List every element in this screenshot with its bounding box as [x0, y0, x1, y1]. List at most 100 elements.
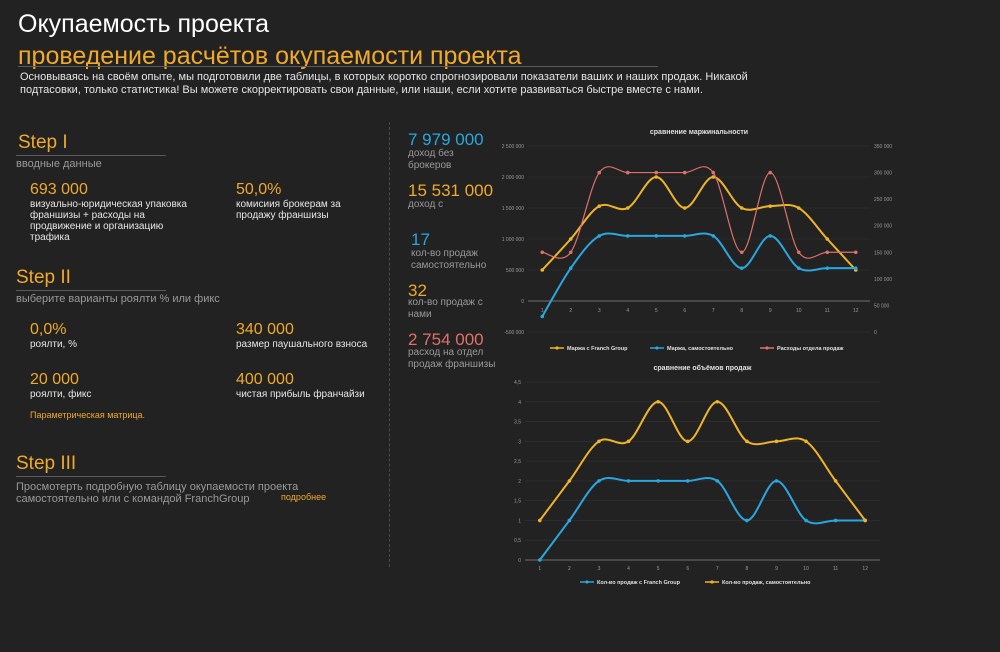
data-point	[597, 439, 601, 444]
y-tick-label: 0	[518, 558, 521, 564]
vertical-divider	[389, 122, 390, 567]
royalty-percent-label: роялти, %	[30, 339, 77, 350]
data-point	[774, 439, 779, 444]
y-tick-label: 3,5	[514, 420, 521, 426]
kpi-own-sales-value: 17	[411, 230, 430, 249]
y-tick-label: -500 000	[504, 330, 524, 336]
y-tick-label: 4,5	[514, 380, 521, 386]
x-tick-label: 1	[541, 308, 544, 314]
royalty-fixed-value[interactable]: 20 000	[30, 371, 79, 388]
data-point	[682, 206, 687, 210]
step2-caption: выберите варианты роялти % или фикс	[16, 293, 220, 305]
packaging-value[interactable]: 693 000	[30, 181, 88, 198]
data-point	[804, 439, 808, 444]
x-tick-label: 6	[686, 566, 689, 572]
y2-tick-label: 200 000	[874, 224, 892, 230]
legend-label: Кол-во продаж, самостоятельно	[722, 580, 811, 586]
legend-label: Маржа, самостоятельно	[667, 346, 734, 352]
lump-sum-value[interactable]: 340 000	[236, 321, 294, 338]
data-point	[685, 439, 690, 444]
data-point	[626, 479, 631, 483]
y2-tick-label: 300 000	[874, 171, 892, 177]
legend-marker	[765, 346, 769, 350]
x-tick-label: 8	[745, 566, 748, 572]
step1-title: Step I	[18, 132, 68, 153]
data-point	[863, 518, 868, 523]
x-tick-label: 4	[626, 308, 629, 314]
data-point	[711, 170, 716, 175]
y2-tick-label: 0	[874, 330, 877, 336]
x-tick-label: 12	[862, 566, 868, 572]
data-point	[739, 206, 744, 210]
data-point	[745, 518, 749, 523]
data-point	[833, 518, 838, 523]
data-point	[568, 250, 573, 255]
x-tick-label: 1	[538, 566, 541, 572]
legend-label: Маржа с Franch Group	[567, 346, 628, 352]
y-tick-label: 1,5	[514, 499, 521, 505]
y-tick-label: 2 500 000	[502, 144, 524, 150]
x-tick-label: 12	[853, 308, 859, 314]
data-point	[711, 234, 716, 238]
kpi-sales-dept-cost-value: 2 754 000	[408, 330, 484, 349]
details-link[interactable]: подробнее	[281, 492, 327, 502]
kpi-income-without-brokers-value: 7 979 000	[408, 130, 484, 149]
data-point	[774, 479, 779, 483]
step2-title: Step II	[16, 267, 71, 288]
data-point	[685, 479, 690, 483]
data-point	[796, 206, 801, 210]
kpi-sales-dept-cost-label: расход на отдел продаж франшизы	[408, 347, 496, 370]
data-point	[715, 479, 720, 483]
data-point	[739, 250, 744, 255]
kpi-income-with-label: доход с	[408, 199, 444, 210]
data-point	[715, 399, 720, 404]
data-point	[597, 234, 602, 238]
x-tick-label: 11	[833, 566, 838, 572]
packaging-label: визуально-юридическая упаковка франшизы …	[30, 199, 187, 243]
data-point	[739, 266, 744, 270]
lump-sum-label: размер паушального взноса	[236, 339, 368, 350]
x-tick-label: 9	[769, 308, 772, 314]
data-point	[537, 518, 542, 523]
series-line-1	[541, 175, 857, 271]
kpi-income-with-value: 15 531 000	[408, 181, 494, 200]
data-point	[540, 250, 545, 255]
y2-tick-label: 100 000	[874, 277, 892, 283]
royalty-percent-value[interactable]: 0,0%	[30, 321, 67, 338]
data-point	[682, 170, 687, 175]
data-point	[567, 518, 572, 523]
data-point	[768, 234, 773, 238]
y-tick-label: 2	[518, 479, 521, 485]
parametric-matrix-link[interactable]: Параметрическая матрица.	[30, 410, 146, 420]
kpi-own-sales-label: кол-во продаж самостоятельно	[411, 248, 487, 271]
data-point	[568, 237, 573, 241]
data-point	[654, 234, 659, 238]
data-point	[825, 266, 830, 270]
y-tick-label: 0	[521, 299, 524, 305]
legend-label: Кол-во продаж с Franch Group	[597, 580, 681, 586]
broker-commission-value[interactable]: 50,0%	[236, 181, 282, 198]
data-point	[768, 204, 773, 208]
intro-text: Основываясь на своём опыте, мы подготови…	[20, 71, 748, 96]
data-point	[597, 204, 602, 208]
data-point	[567, 479, 572, 483]
net-profit-label: чистая прибыль франчайзи	[236, 389, 365, 400]
y-tick-label: 2,5	[514, 459, 521, 465]
x-tick-label: 7	[712, 308, 715, 314]
net-profit-value[interactable]: 400 000	[236, 371, 294, 388]
y2-tick-label: 50 000	[874, 303, 890, 309]
kpi-sales-with-us-label: кол-во продаж с нами	[408, 297, 483, 320]
x-tick-label: 2	[569, 308, 572, 314]
y2-tick-label: 350 000	[874, 144, 892, 150]
data-point	[540, 268, 545, 272]
data-point	[597, 170, 602, 175]
data-point	[682, 234, 687, 238]
step2-divider	[16, 290, 166, 291]
kpi-income-without-brokers-label: доход без брокеров	[408, 148, 454, 171]
legend-marker	[555, 346, 559, 350]
data-point	[853, 266, 858, 270]
step3-title: Step III	[16, 453, 77, 474]
page-subtitle: проведение расчётов окупаемости проекта	[18, 42, 522, 70]
y-tick-label: 4	[518, 400, 521, 406]
data-point	[625, 234, 630, 238]
